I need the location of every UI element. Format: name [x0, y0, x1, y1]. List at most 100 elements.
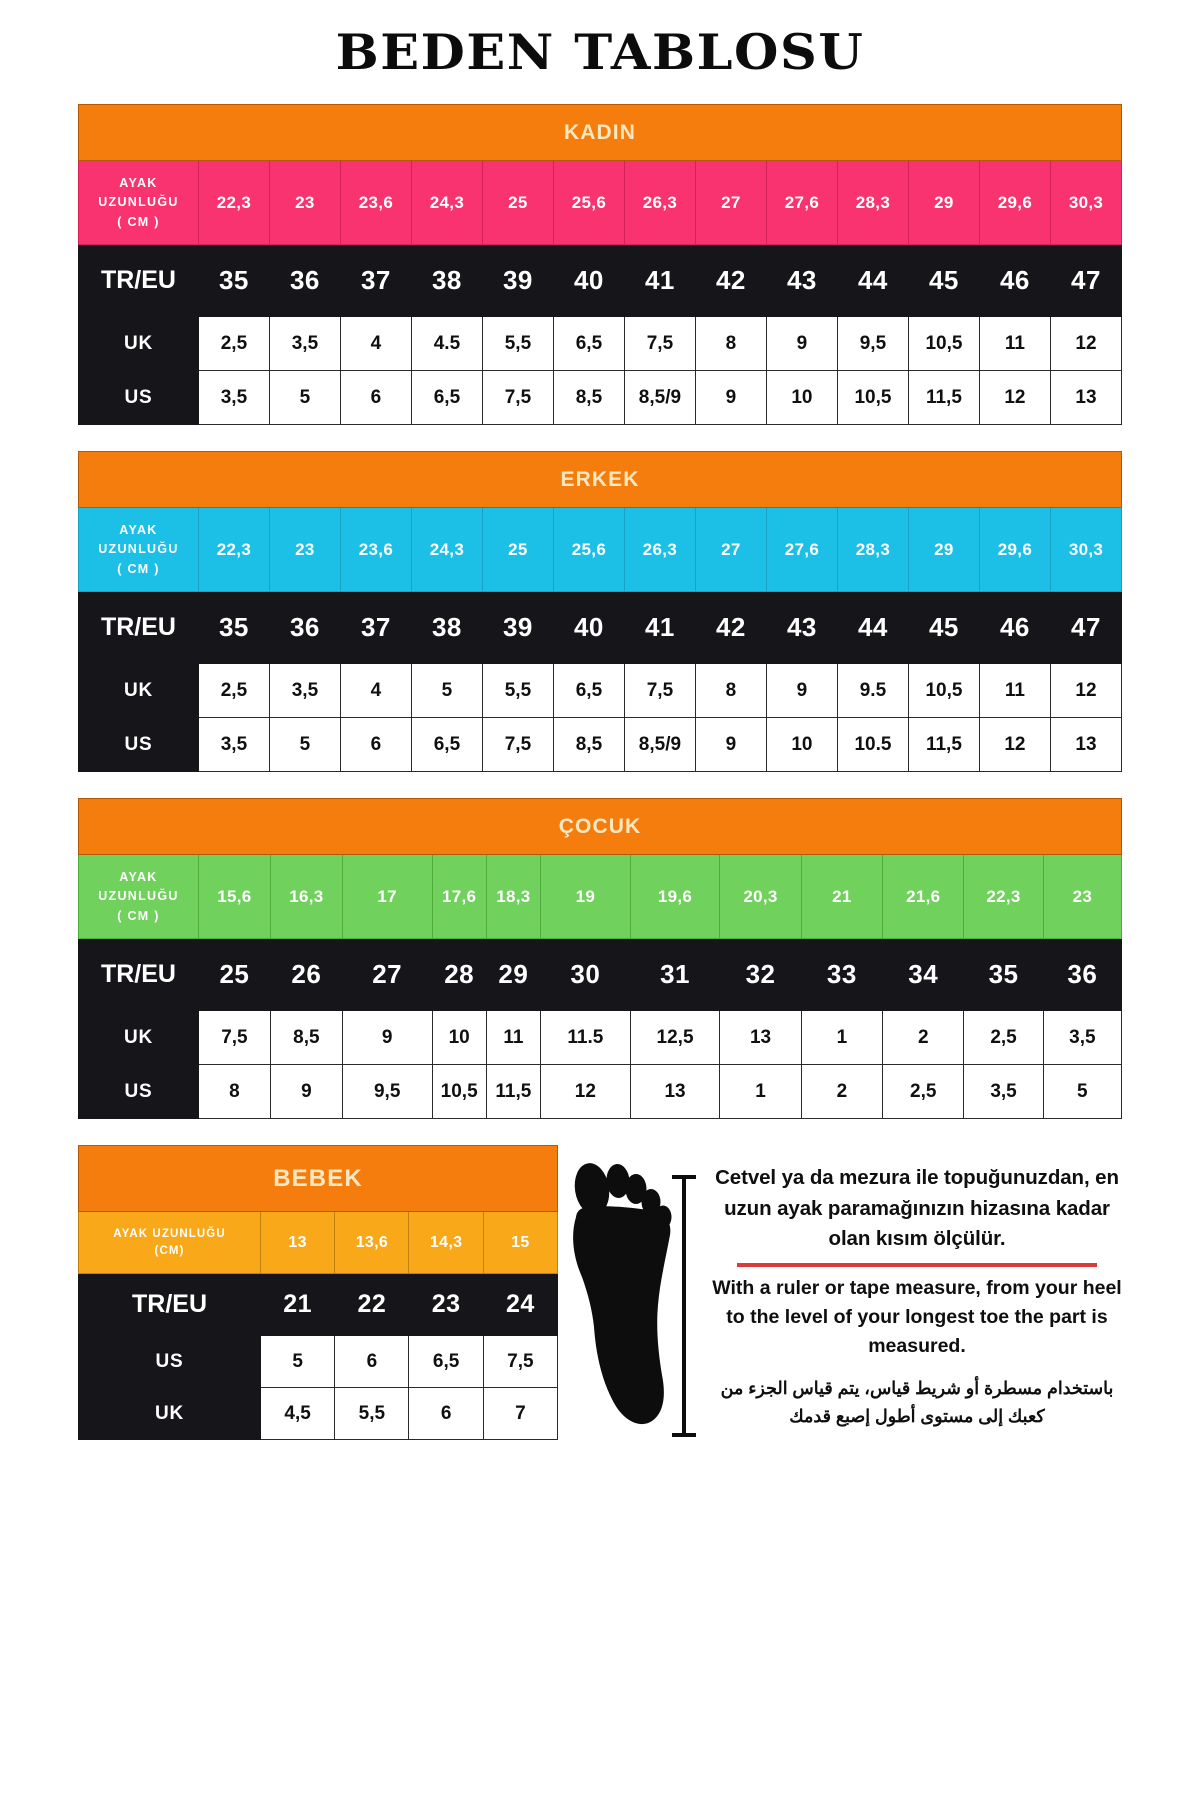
cell: 43 — [765, 591, 838, 665]
cell: 30 — [540, 938, 631, 1012]
cell: 23,6 — [339, 507, 412, 593]
cell: 29 — [907, 160, 980, 246]
divider-rule — [736, 1262, 1098, 1267]
row-label-uk: UK — [78, 663, 199, 719]
cell: 13 — [1049, 370, 1123, 426]
cell: 40 — [552, 591, 625, 665]
category-header-row: KADIN — [78, 104, 1122, 162]
cell: 26,3 — [623, 507, 696, 593]
cell: 7,5 — [481, 717, 554, 773]
cell: 25,6 — [552, 160, 625, 246]
cell: 11 — [978, 663, 1051, 719]
cell: 38 — [410, 244, 483, 318]
cell: 2,5 — [197, 316, 270, 372]
row-label-tr-eu: TR/EU — [78, 938, 199, 1012]
cell: 5,5 — [334, 1387, 410, 1441]
cell: 27,6 — [765, 507, 838, 593]
cell: 9 — [694, 717, 767, 773]
foot-length-label-line3: ( CM ) — [117, 908, 160, 923]
cell: 43 — [765, 244, 838, 318]
cell: 6,5 — [552, 663, 625, 719]
uk-row-erkek: UK 2,5 3,5 4 5 5,5 6,5 7,5 8 9 9.5 10,5 … — [78, 663, 1123, 719]
cell: 8,5 — [552, 370, 625, 426]
cell: 2,5 — [882, 1064, 965, 1120]
cell: 12,5 — [629, 1010, 721, 1066]
cell: 1 — [800, 1010, 884, 1066]
cell: 3,5 — [197, 370, 270, 426]
cell: 23 — [1042, 854, 1123, 940]
cell: 34 — [882, 938, 965, 1012]
cell: 2,5 — [197, 663, 270, 719]
cell: 18,3 — [485, 854, 542, 940]
cell: 46 — [978, 244, 1051, 318]
cell: 2 — [800, 1064, 884, 1120]
cell: 8 — [197, 1064, 271, 1120]
cell: 27 — [341, 938, 433, 1012]
us-row-kadin: US 3,5 5 6 6,5 7,5 8,5 8,5/9 9 10 10,5 1… — [78, 370, 1123, 426]
cell: 15 — [482, 1211, 559, 1275]
cell: 9 — [765, 316, 838, 372]
row-label-us: US — [78, 1064, 199, 1120]
cell: 11,5 — [485, 1064, 542, 1120]
cell: 7,5 — [197, 1010, 271, 1066]
cell: 16,3 — [269, 854, 343, 940]
cell: 11,5 — [907, 370, 980, 426]
cell: 36 — [268, 244, 341, 318]
cell: 28,3 — [836, 160, 909, 246]
cell: 28 — [431, 938, 487, 1012]
cell: 3,5 — [268, 316, 341, 372]
cell: 6,5 — [410, 717, 483, 773]
cell: 12 — [978, 717, 1051, 773]
cell: 9 — [765, 663, 838, 719]
table-block-cocuk: ÇOCUK AYAK UZUNLUĞU ( CM ) 15,6 16,3 17 … — [78, 798, 1123, 1120]
cell: 6 — [339, 717, 412, 773]
cell: 35 — [197, 591, 270, 665]
cell: 29,6 — [978, 507, 1051, 593]
cell: 6,5 — [408, 1335, 484, 1389]
us-row-cocuk: US 8 9 9,5 10,5 11,5 12 13 1 2 2,5 3,5 5 — [78, 1064, 1123, 1120]
cell: 10 — [765, 717, 838, 773]
cell: 13 — [260, 1211, 336, 1275]
tr-eu-row-kadin: TR/EU 35 36 37 38 39 40 41 42 43 44 45 4… — [78, 244, 1123, 318]
cell: 7,5 — [481, 370, 554, 426]
cell: 2,5 — [963, 1010, 1044, 1066]
cell: 24 — [482, 1273, 559, 1337]
cell: 27 — [694, 160, 767, 246]
table-block-bebek: BEBEK AYAK UZUNLUĞU (CM) 13 13,6 14,3 15… — [77, 1145, 559, 1441]
cell: 30,3 — [1049, 507, 1123, 593]
cell: 8 — [694, 663, 767, 719]
cell: 6 — [408, 1387, 484, 1441]
cell: 35 — [963, 938, 1044, 1012]
cell: 5 — [268, 370, 341, 426]
cell: 8,5 — [552, 717, 625, 773]
cell: 14,3 — [408, 1211, 484, 1275]
cell: 10 — [431, 1010, 487, 1066]
cell: 13 — [719, 1010, 802, 1066]
cell: 33 — [800, 938, 884, 1012]
row-label-us: US — [78, 717, 199, 773]
cell: 42 — [694, 244, 767, 318]
cell: 4 — [339, 663, 412, 719]
bottom-section: BEBEK AYAK UZUNLUĞU (CM) 13 13,6 14,3 15… — [77, 1145, 1122, 1449]
foot-length-label: AYAK UZUNLUĞU (CM) — [77, 1211, 262, 1275]
cell: 6 — [339, 370, 412, 426]
cell: 13 — [629, 1064, 721, 1120]
cell: 7,5 — [482, 1335, 559, 1389]
cell: 12 — [540, 1064, 631, 1120]
cell: 39 — [481, 244, 554, 318]
measure-cap-bottom — [672, 1433, 696, 1438]
row-label-tr-eu: TR/EU — [78, 244, 199, 318]
cell: 25,6 — [552, 507, 625, 593]
foot-length-label-line2: UZUNLUĞU — [98, 542, 179, 557]
cell: 12 — [1049, 316, 1123, 372]
instruction-arabic: باستخدام مسطرة أو شريط قياس، يتم قياس ال… — [720, 1378, 1114, 1427]
cell: 8,5/9 — [623, 717, 696, 773]
cell: 27 — [694, 507, 767, 593]
cell: 12 — [978, 370, 1051, 426]
cell: 3,5 — [268, 663, 341, 719]
foot-length-label: AYAK UZUNLUĞU ( CM ) — [78, 507, 199, 593]
cell: 39 — [481, 591, 554, 665]
cell: 22,3 — [197, 160, 270, 246]
foot-length-label-line2: UZUNLUĞU — [98, 889, 179, 904]
